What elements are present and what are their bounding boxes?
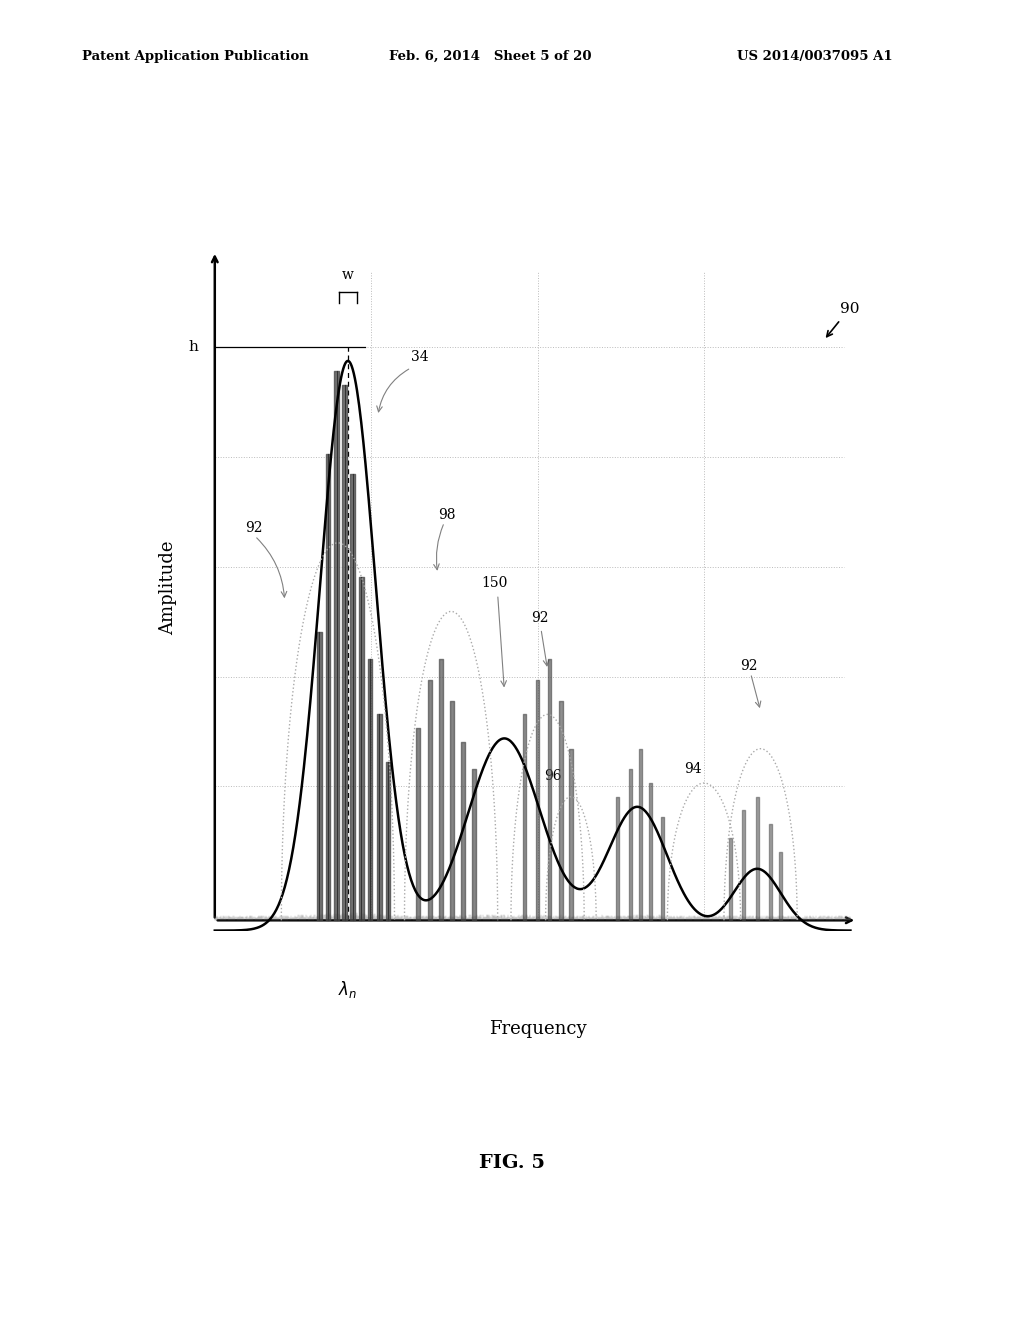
Text: 150: 150 [481,577,508,590]
Text: h: h [188,341,199,354]
Text: 34: 34 [412,350,429,364]
Text: Feb. 6, 2014   Sheet 5 of 20: Feb. 6, 2014 Sheet 5 of 20 [389,50,592,63]
Text: 92: 92 [740,659,758,673]
Text: Frequency: Frequency [488,1020,587,1038]
Text: $\lambda_n$: $\lambda_n$ [338,978,357,999]
Text: FIG. 5: FIG. 5 [479,1154,545,1172]
Text: 98: 98 [438,508,456,521]
Text: US 2014/0037095 A1: US 2014/0037095 A1 [737,50,893,63]
Text: 96: 96 [545,768,562,783]
Text: Patent Application Publication: Patent Application Publication [82,50,308,63]
Text: w: w [342,268,354,282]
Text: 92: 92 [245,521,262,536]
Text: 92: 92 [531,611,549,624]
Text: 90: 90 [841,302,860,315]
Text: Amplitude: Amplitude [159,540,177,635]
Text: 94: 94 [684,762,701,776]
